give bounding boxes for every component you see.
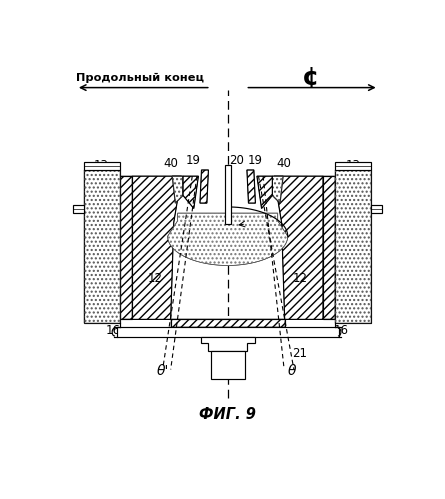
Polygon shape [336, 162, 371, 170]
Polygon shape [257, 176, 272, 209]
Text: Продольный конец: Продольный конец [76, 72, 204, 83]
Polygon shape [211, 351, 245, 379]
Polygon shape [200, 170, 208, 203]
Text: 40: 40 [276, 157, 291, 170]
Polygon shape [172, 176, 183, 203]
Text: 11: 11 [323, 260, 338, 273]
Polygon shape [117, 327, 339, 337]
Text: 52: 52 [240, 218, 255, 231]
Text: 19: 19 [248, 154, 263, 167]
Polygon shape [201, 337, 255, 351]
Text: θ': θ' [157, 364, 169, 378]
Text: ¢: ¢ [302, 65, 320, 90]
Polygon shape [171, 319, 285, 327]
Text: θ: θ [287, 364, 296, 378]
Polygon shape [247, 170, 255, 203]
Text: 40: 40 [163, 157, 178, 170]
Text: 12: 12 [292, 272, 307, 285]
Polygon shape [336, 170, 371, 323]
Polygon shape [84, 162, 120, 170]
Polygon shape [168, 213, 288, 265]
Polygon shape [323, 176, 336, 319]
Text: 13: 13 [94, 159, 109, 172]
Polygon shape [274, 176, 323, 319]
Text: ФИГ. 9: ФИГ. 9 [199, 407, 256, 422]
Polygon shape [120, 176, 132, 319]
Text: 12: 12 [148, 272, 163, 285]
Polygon shape [73, 206, 84, 213]
Text: 13: 13 [346, 159, 360, 172]
Polygon shape [183, 176, 198, 209]
Polygon shape [84, 170, 120, 323]
Polygon shape [225, 165, 231, 224]
Polygon shape [132, 176, 182, 319]
Text: 11: 11 [117, 260, 132, 273]
Polygon shape [371, 206, 382, 213]
Text: 20: 20 [230, 154, 244, 167]
Text: 16: 16 [105, 324, 121, 337]
Text: 19: 19 [186, 154, 201, 167]
Polygon shape [272, 176, 283, 203]
Text: 16: 16 [334, 324, 349, 337]
Text: 21: 21 [292, 347, 307, 360]
